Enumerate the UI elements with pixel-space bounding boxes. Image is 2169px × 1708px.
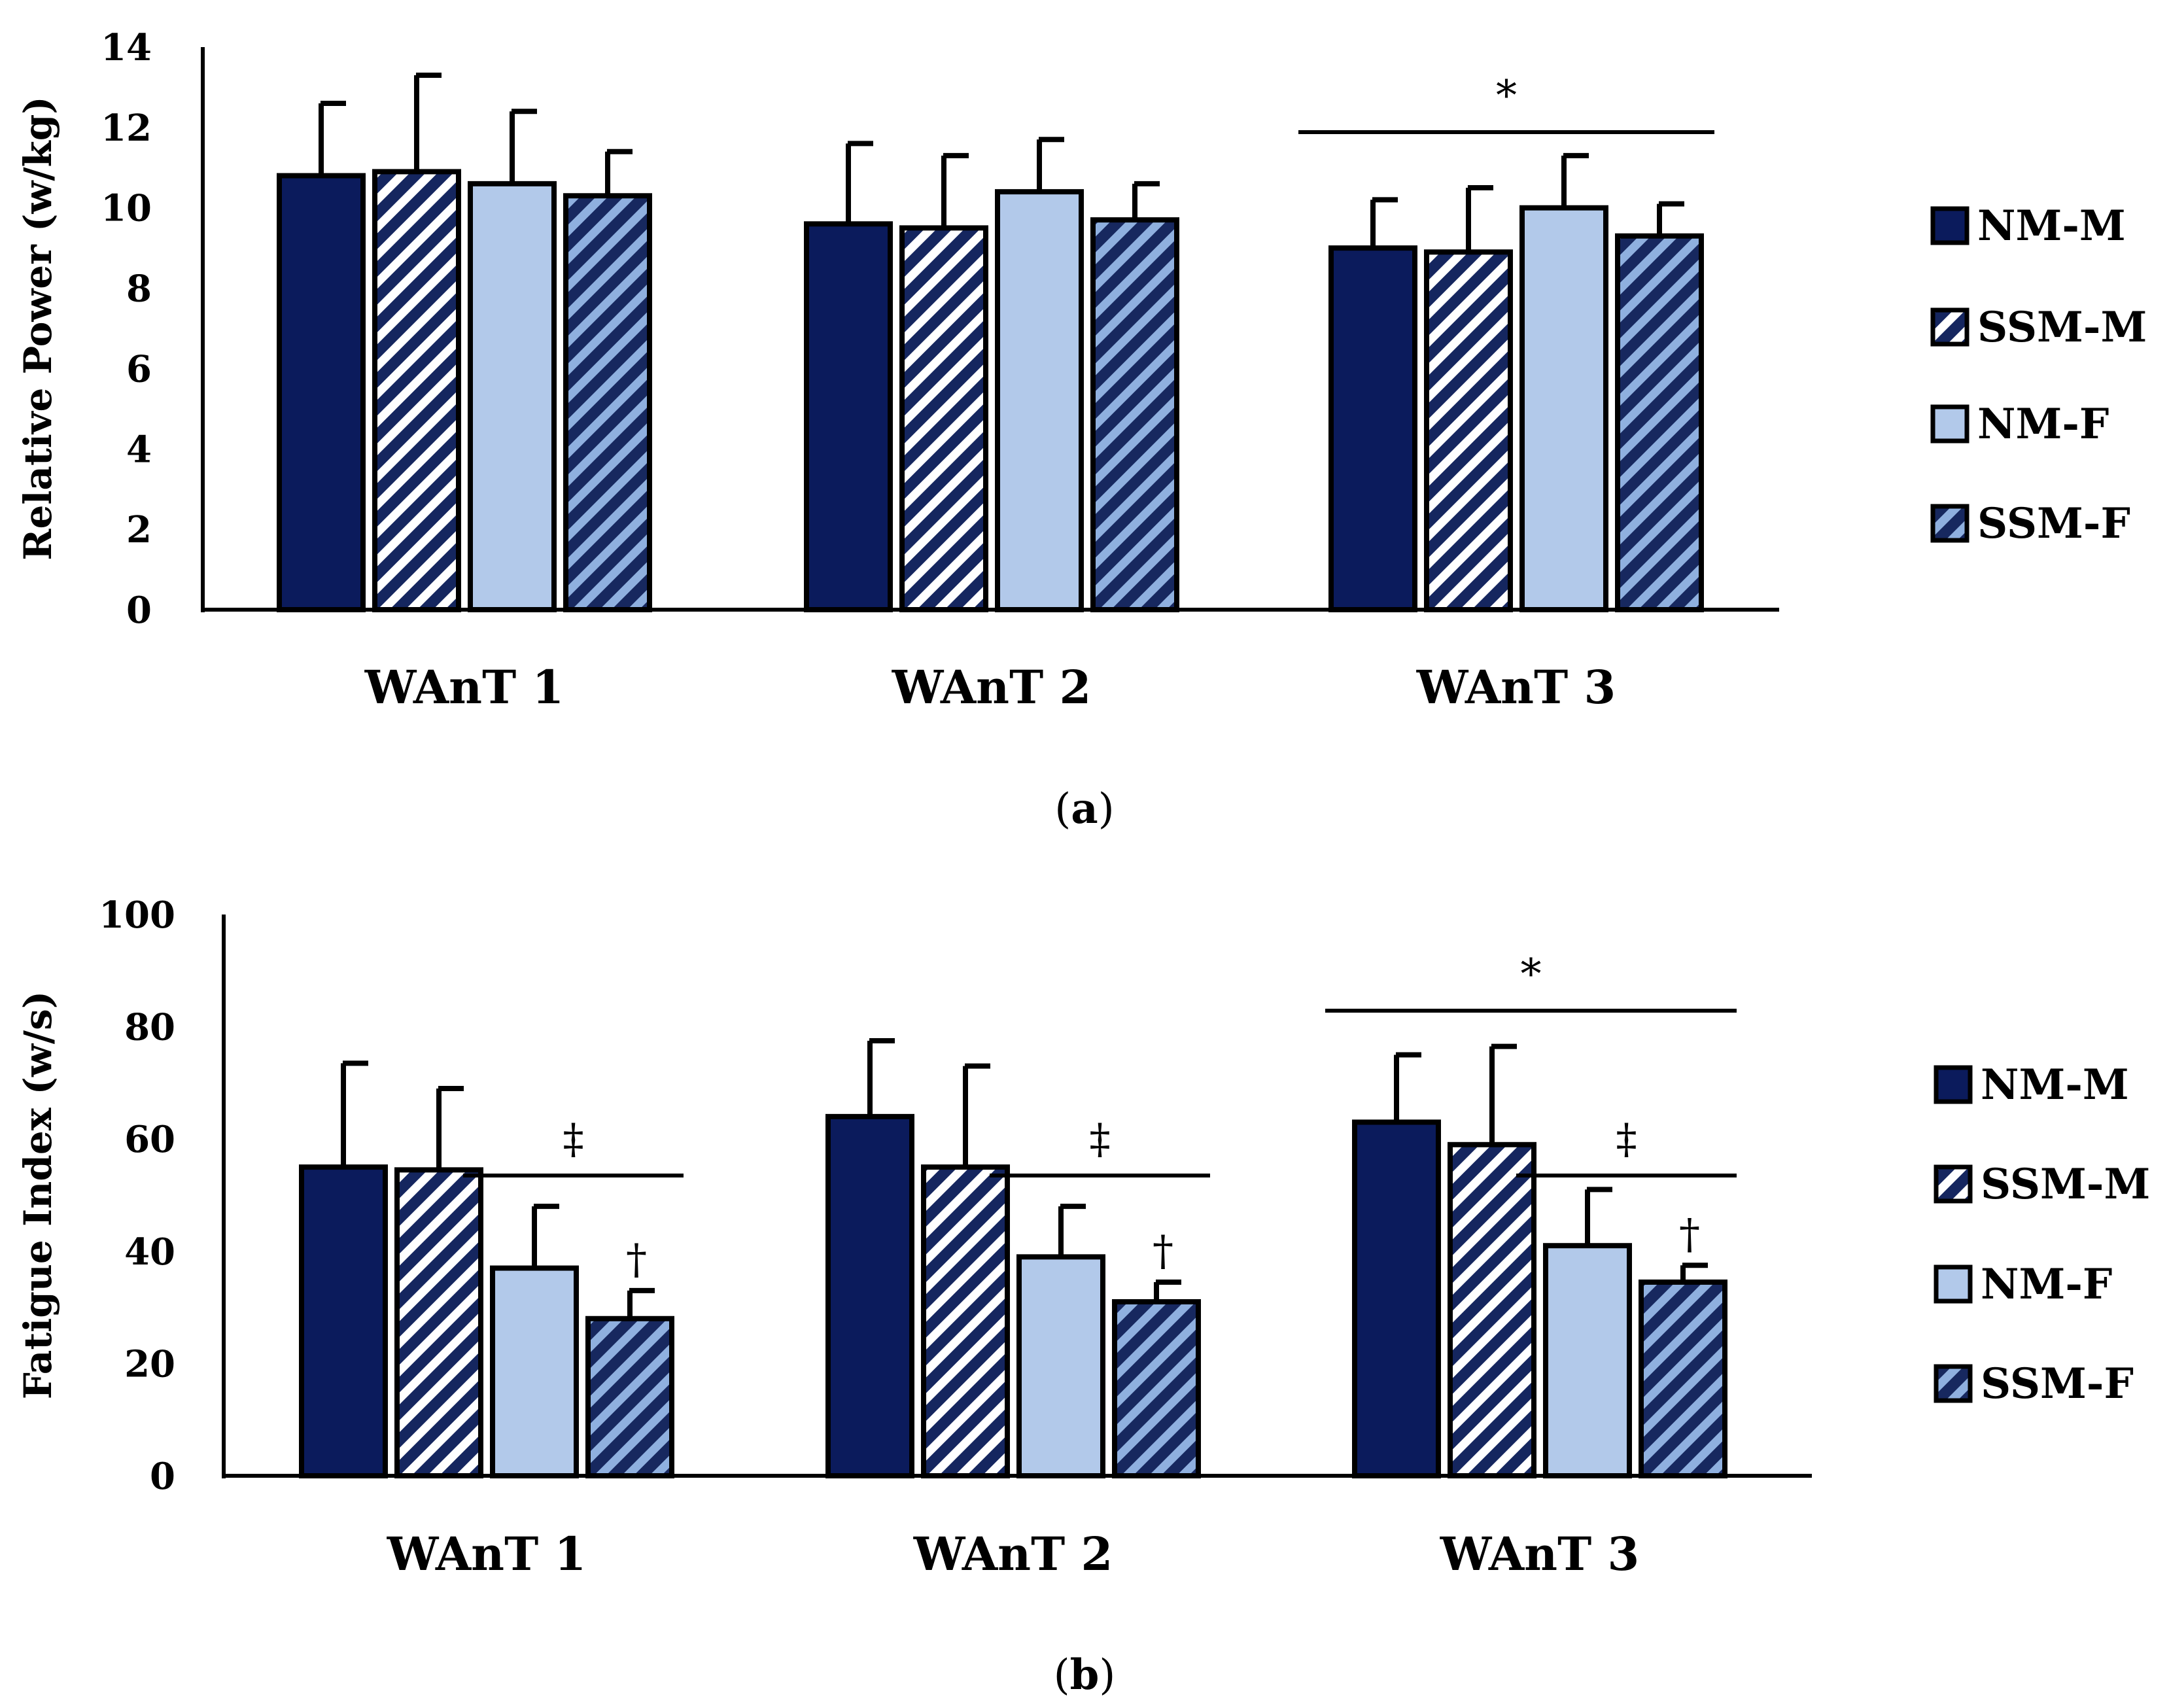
legend-label-nm_m: NM-M [1977, 201, 2126, 251]
bar-ssm_m [372, 169, 461, 612]
bar-ssm_m [1448, 1142, 1536, 1479]
y-axis-title: Fatigue Index (w/s) [16, 991, 60, 1399]
significance-dagger: † [1679, 1210, 1700, 1259]
bar-nm_m [277, 173, 366, 613]
bar-nm_m [804, 221, 893, 612]
legend-label-nm_f: NM-F [1981, 1260, 2112, 1309]
y-tick-label: 14 [101, 26, 152, 69]
y-tick-label: 8 [126, 268, 152, 311]
x-category-label: WAnT 3 [1416, 660, 1616, 714]
bar-ssm_f [1639, 1279, 1727, 1478]
significance-asterisk: * [1521, 950, 1542, 999]
caption-a: (a) [1054, 784, 1114, 833]
bar-nm_m [299, 1164, 388, 1478]
bar-ssm_f [585, 1316, 674, 1479]
bar-nm_f [995, 189, 1084, 612]
bar-nm_f [468, 181, 557, 613]
bar-nm_m [825, 1113, 914, 1478]
y-tick-label: 2 [126, 508, 152, 551]
y-tick-label: 100 [99, 894, 175, 937]
bar-nm_f [490, 1265, 579, 1479]
caption-a-letter: a [1071, 784, 1098, 833]
significance-asterisk: * [1496, 72, 1517, 120]
y-tick-label: 0 [150, 1455, 175, 1498]
bar-ssm_m [921, 1164, 1010, 1478]
y-tick-label: 20 [124, 1342, 175, 1386]
caption-b: (b) [1054, 1650, 1116, 1699]
significance-dagger: † [626, 1236, 647, 1284]
y-tick-label: 12 [101, 107, 152, 150]
x-category-label: WAnT 3 [1440, 1527, 1640, 1581]
legend-label-ssm_m: SSM-M [1977, 303, 2147, 352]
x-category-label: WAnT 2 [892, 660, 1092, 714]
y-tick-label: 10 [101, 187, 152, 230]
bar-nm_m [1352, 1119, 1441, 1478]
y-tick-label: 0 [126, 589, 152, 632]
y-tick-label: 6 [126, 347, 152, 391]
legend-label-nm_f: NM-F [1977, 400, 2109, 449]
legend-swatch-ssm_f [1930, 504, 1969, 543]
significance-dagger: † [1153, 1227, 1173, 1276]
legend-swatch-ssm_m [1930, 307, 1969, 347]
bar-nm_f [1519, 205, 1608, 612]
legend-label-nm_m: NM-M [1981, 1060, 2129, 1109]
chart-a-relative-power: 0 2 4 6 8 10 12 14 Relative Power (w/kg) WAnT 1 WA… [16, 26, 2147, 714]
bar-nm_f [1543, 1243, 1632, 1478]
legend-swatch-nm_m [1930, 206, 1969, 245]
legend-swatch-nm_f [1930, 404, 1969, 444]
bar-ssm_m [394, 1167, 483, 1478]
legend-label-ssm_f: SSM-F [1977, 499, 2130, 548]
bar-ssm_m [1424, 249, 1513, 612]
y-tick-label: 40 [124, 1230, 175, 1274]
bar-ssm_m [899, 225, 988, 612]
legend-swatch-ssm_f [1934, 1364, 1973, 1403]
y-tick-label: 80 [124, 1006, 175, 1049]
y-tick-label: 4 [126, 428, 152, 471]
x-category-label: WAnT 1 [387, 1527, 587, 1581]
x-category-label: WAnT 1 [364, 660, 564, 714]
legend-label-ssm_m: SSM-M [1981, 1160, 2150, 1209]
legend-swatch-nm_f [1934, 1264, 1973, 1304]
legend-label-ssm_f: SSM-F [1981, 1359, 2134, 1408]
chart-b-fatigue-index: 0 20 40 60 80 100 Fatigue Index (w/s) WAnT 1 WAn… [16, 894, 2150, 1581]
bar-ssm_f [563, 193, 652, 612]
bar-ssm_f [1615, 233, 1704, 612]
x-category-label: WAnT 2 [913, 1527, 1113, 1581]
significance-double-dagger: ‡ [1616, 1115, 1637, 1164]
legend-swatch-nm_m [1934, 1065, 1973, 1104]
bar-ssm_f [1112, 1299, 1201, 1479]
y-tick-label: 60 [124, 1118, 175, 1161]
significance-double-dagger: ‡ [1090, 1115, 1111, 1164]
y-axis-title: Relative Power (w/kg) [16, 96, 60, 560]
significance-double-dagger: ‡ [563, 1115, 584, 1164]
legend-swatch-ssm_m [1934, 1164, 1973, 1204]
bar-nm_f [1016, 1254, 1105, 1478]
caption-b-letter: b [1070, 1650, 1100, 1699]
bar-ssm_f [1090, 217, 1179, 612]
bar-nm_m [1328, 245, 1417, 612]
